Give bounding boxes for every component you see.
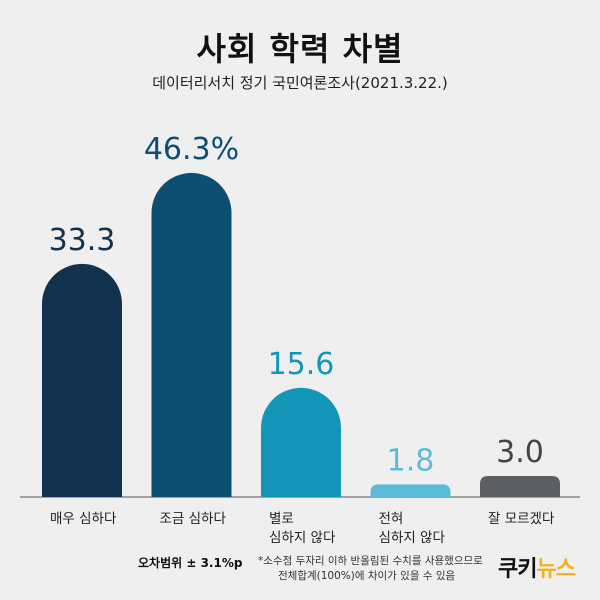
category-label-4: 전혀 심하지 않다 <box>379 511 446 546</box>
rounding-note: *소수점 두자리 이하 반올림된 수치를 사용했으므로 전체합계(100%)에 … <box>258 554 483 584</box>
chart-title: 사회 학력 차별 <box>196 30 404 68</box>
value-label-2: 46.3% <box>144 132 239 167</box>
bar-5 <box>480 476 560 497</box>
category-label-2: 조금 심하다 <box>160 511 227 527</box>
value-label-3: 15.6 <box>268 347 335 382</box>
value-label-4: 1.8 <box>387 443 435 478</box>
category-label-5: 잘 모르겠다 <box>488 511 555 527</box>
value-label-1: 33.3 <box>49 223 116 258</box>
bar-1 <box>42 263 122 497</box>
rounding-note-line1: *소수점 두자리 이하 반올림된 수치를 사용했으므로 <box>258 555 483 567</box>
kuki-news-logo: 쿠키뉴스 <box>498 551 576 583</box>
chart-subtitle: 데이터리서치 정기 국민여론조사(2021.3.22.) <box>152 74 448 92</box>
rounding-note-line2: 전체합계(100%)에 차이가 있을 수 있음 <box>278 570 456 582</box>
bar-3 <box>261 387 341 497</box>
value-label-5: 3.0 <box>496 435 544 470</box>
category-label-1: 매우 심하다 <box>50 511 117 527</box>
logo-part2: 뉴스 <box>536 557 575 582</box>
bar-2 <box>151 172 232 497</box>
margin-of-error: 오차범위 ± 3.1%p <box>138 556 243 570</box>
bar-4 <box>370 484 451 497</box>
category-label-3: 별로 심하지 않다 <box>269 511 336 546</box>
logo-part1: 쿠키 <box>498 557 537 582</box>
